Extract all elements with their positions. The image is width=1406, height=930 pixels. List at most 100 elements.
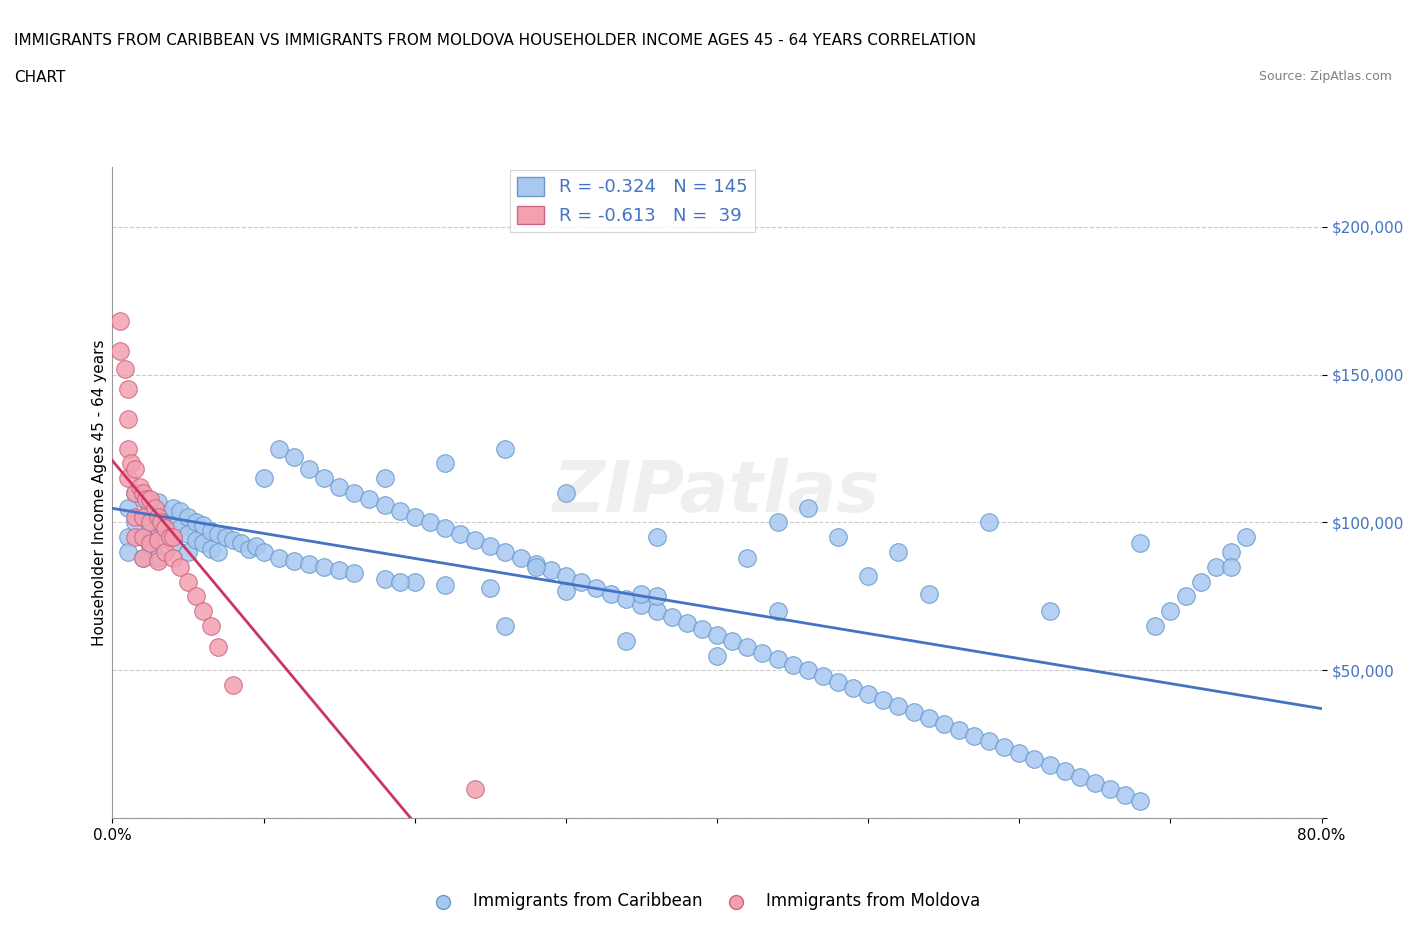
Point xyxy=(328,480,350,495)
Point xyxy=(200,541,222,556)
Point xyxy=(433,578,456,592)
Legend: R = -0.324   N = 145, R = -0.613   N =  39: R = -0.324 N = 145, R = -0.613 N = 39 xyxy=(510,170,755,232)
Y-axis label: Householder Income Ages 45 - 64 years: Householder Income Ages 45 - 64 years xyxy=(91,339,107,646)
Point xyxy=(1129,793,1152,808)
Point xyxy=(139,536,162,551)
Point xyxy=(616,592,638,607)
Point xyxy=(343,485,366,500)
Point xyxy=(139,538,162,553)
Point xyxy=(139,500,162,515)
Point xyxy=(433,521,456,536)
Point xyxy=(811,669,834,684)
Point xyxy=(524,560,547,575)
Point xyxy=(359,491,381,506)
Point xyxy=(963,728,986,743)
Point xyxy=(374,471,396,485)
Point xyxy=(191,604,214,618)
Point xyxy=(124,462,146,477)
Point xyxy=(706,628,728,643)
Point xyxy=(298,556,321,571)
Point xyxy=(159,530,181,545)
Point xyxy=(132,551,155,565)
Point xyxy=(827,530,849,545)
Point xyxy=(554,583,576,598)
Point xyxy=(117,441,139,456)
Point xyxy=(207,545,229,560)
Point xyxy=(554,485,576,500)
Point xyxy=(495,618,517,633)
Point xyxy=(796,500,818,515)
Point xyxy=(120,456,142,471)
Point xyxy=(253,471,276,485)
Point xyxy=(191,536,214,551)
Point xyxy=(343,565,366,580)
Point xyxy=(328,563,350,578)
Point xyxy=(146,533,169,548)
Point xyxy=(766,651,789,666)
Text: CHART: CHART xyxy=(14,70,66,85)
Point xyxy=(585,580,607,595)
Point xyxy=(1174,589,1197,604)
Point xyxy=(616,633,638,648)
Point xyxy=(766,604,789,618)
Point xyxy=(1220,545,1243,560)
Point xyxy=(690,621,713,636)
Point xyxy=(872,693,894,708)
Point xyxy=(1159,604,1181,618)
Point xyxy=(146,551,169,565)
Point xyxy=(169,503,191,518)
Point xyxy=(1038,604,1062,618)
Point xyxy=(200,524,222,538)
Point xyxy=(827,675,849,690)
Point xyxy=(856,686,880,701)
Point xyxy=(509,551,531,565)
Point xyxy=(1129,536,1152,551)
Point xyxy=(155,521,177,536)
Point xyxy=(139,521,162,536)
Text: IMMIGRANTS FROM CARIBBEAN VS IMMIGRANTS FROM MOLDOVA HOUSEHOLDER INCOME AGES 45 : IMMIGRANTS FROM CARIBBEAN VS IMMIGRANTS … xyxy=(14,33,976,47)
Point xyxy=(737,551,759,565)
Point xyxy=(524,556,547,571)
Point xyxy=(479,538,502,553)
Point xyxy=(177,509,200,524)
Point xyxy=(479,580,502,595)
Point xyxy=(630,586,652,601)
Point xyxy=(162,518,184,533)
Point xyxy=(1114,788,1136,803)
Point xyxy=(124,485,146,500)
Point xyxy=(449,527,471,542)
Point xyxy=(132,509,155,524)
Point xyxy=(645,530,668,545)
Point xyxy=(1024,751,1046,766)
Point xyxy=(215,530,238,545)
Point xyxy=(117,545,139,560)
Point xyxy=(108,343,131,358)
Point xyxy=(124,509,146,524)
Point xyxy=(1205,560,1227,575)
Point xyxy=(117,500,139,515)
Point xyxy=(139,491,162,506)
Point xyxy=(1038,758,1062,773)
Point xyxy=(177,574,200,589)
Point xyxy=(993,740,1015,755)
Point xyxy=(222,533,245,548)
Point xyxy=(1098,781,1121,796)
Point xyxy=(661,610,683,625)
Point xyxy=(887,698,910,713)
Point xyxy=(191,518,214,533)
Point xyxy=(117,530,139,545)
Point xyxy=(374,571,396,586)
Point xyxy=(1144,618,1167,633)
Point xyxy=(464,533,486,548)
Point xyxy=(162,500,184,515)
Point xyxy=(169,521,191,536)
Point xyxy=(128,480,150,495)
Point xyxy=(229,536,252,551)
Point xyxy=(184,515,207,530)
Point xyxy=(314,560,336,575)
Point xyxy=(554,568,576,583)
Point xyxy=(706,648,728,663)
Point xyxy=(495,441,517,456)
Point xyxy=(1189,574,1212,589)
Point xyxy=(155,545,177,560)
